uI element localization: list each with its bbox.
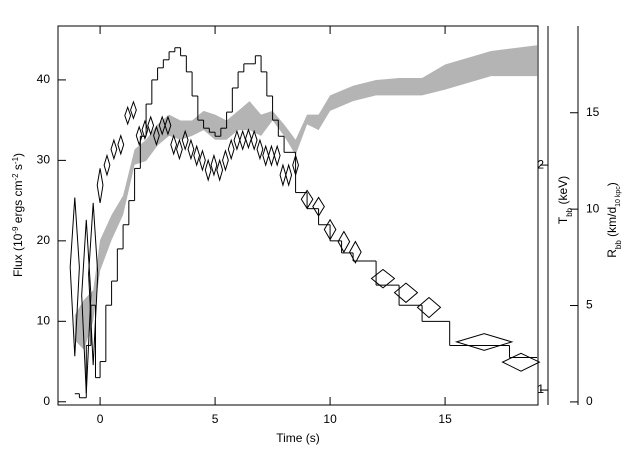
x-tick-label: 0: [97, 412, 104, 426]
y3-tick-label: 0: [586, 394, 593, 408]
y-tick-label: 20: [37, 233, 51, 247]
temperature-diamond: [216, 158, 224, 182]
y2-axis-label: Tbb (keV): [556, 176, 574, 224]
label-sup: -2: [11, 173, 20, 181]
temperature-diamond: [124, 105, 132, 126]
temperature-diamond: [227, 138, 235, 161]
temperature-diamond: [292, 153, 299, 177]
y-tick-label: 30: [37, 153, 51, 167]
temperature-diamond: [300, 189, 314, 210]
label-part: Flux (10: [11, 233, 25, 277]
temperature-diamond: [393, 282, 419, 304]
x-axis-label: Time (s): [276, 431, 320, 445]
label-part: R: [605, 249, 619, 258]
label-part: T: [556, 216, 570, 224]
x-tick-label: 5: [212, 412, 219, 426]
temperature-diamond: [370, 268, 396, 289]
temperature-diamond: [199, 149, 206, 172]
temperature-diamond: [147, 115, 155, 136]
temperature-diamond: [103, 153, 111, 177]
y-tick-label: 40: [37, 72, 51, 86]
temperature-diamond: [193, 144, 201, 167]
temperature-diamond: [141, 119, 149, 141]
step-connectors: [78, 47, 510, 398]
y-axis-label: Flux (10-9 ergs cm-2 s-1): [11, 153, 26, 277]
label-sup: -9: [11, 226, 20, 234]
temperature-diamond: [204, 158, 212, 182]
temperature-diamond: [135, 125, 143, 147]
y2-tick-label: 2: [537, 157, 544, 171]
temperature-diamond: [187, 138, 195, 161]
temperature-diamond: [117, 133, 125, 156]
y-tick-label: 10: [37, 313, 51, 327]
temperature-diamond: [153, 125, 160, 147]
temperature-diamond: [181, 129, 189, 151]
label-part: ergs cm: [11, 181, 25, 227]
temperature-diamond: [88, 202, 99, 366]
temperature-diamond: [96, 168, 104, 203]
frame: [57, 25, 539, 406]
temperature-diamond: [176, 138, 183, 161]
temperature-diamond: [170, 133, 178, 156]
temperature-diamond: [164, 115, 172, 136]
label-part: s: [11, 164, 25, 173]
plot-area: [69, 45, 541, 399]
label-part: ): [11, 153, 25, 157]
temperature-diamond: [110, 138, 118, 161]
y3-tick-label: 10: [586, 201, 600, 215]
temperature-diamond: [323, 218, 337, 241]
temperature-diamond: [501, 352, 541, 372]
temperature-diamond: [222, 149, 229, 172]
label-sub: bb: [614, 240, 623, 249]
temperature-diamond: [416, 296, 442, 319]
temperature-diamond: [256, 138, 264, 161]
x-tick-label: 15: [438, 412, 452, 426]
label-part: ): [605, 182, 619, 186]
y2-tick-label: 1: [537, 382, 544, 396]
y3-tick-label: 15: [586, 105, 600, 119]
y3-axis-label: Rbb (km/d10 kpc): [605, 182, 623, 258]
label-part: (keV): [556, 176, 570, 208]
temperature-diamond: [81, 219, 92, 394]
temperature-diamond: [454, 333, 514, 351]
label-sup: -1: [11, 156, 20, 164]
temperature-diamond: [312, 196, 325, 217]
y3-tick-label: 5: [586, 298, 593, 312]
radius-band: [74, 45, 538, 350]
temperature-diamond: [130, 100, 137, 120]
temperature-diamond: [250, 129, 258, 151]
temperature-diamond: [285, 163, 293, 188]
temperature-diamond: [69, 197, 80, 357]
temperature-diamond: [349, 240, 362, 264]
x-tick-label: 10: [323, 412, 337, 426]
label-sub: bb: [565, 207, 574, 216]
temperature-diamond: [337, 230, 351, 254]
label-sub: 10 kpc: [615, 186, 622, 207]
temperature-diamond: [210, 153, 218, 177]
y-tick-label: 0: [43, 394, 50, 408]
label-part: (km/d: [605, 207, 619, 240]
temperature-diamond: [273, 144, 281, 167]
